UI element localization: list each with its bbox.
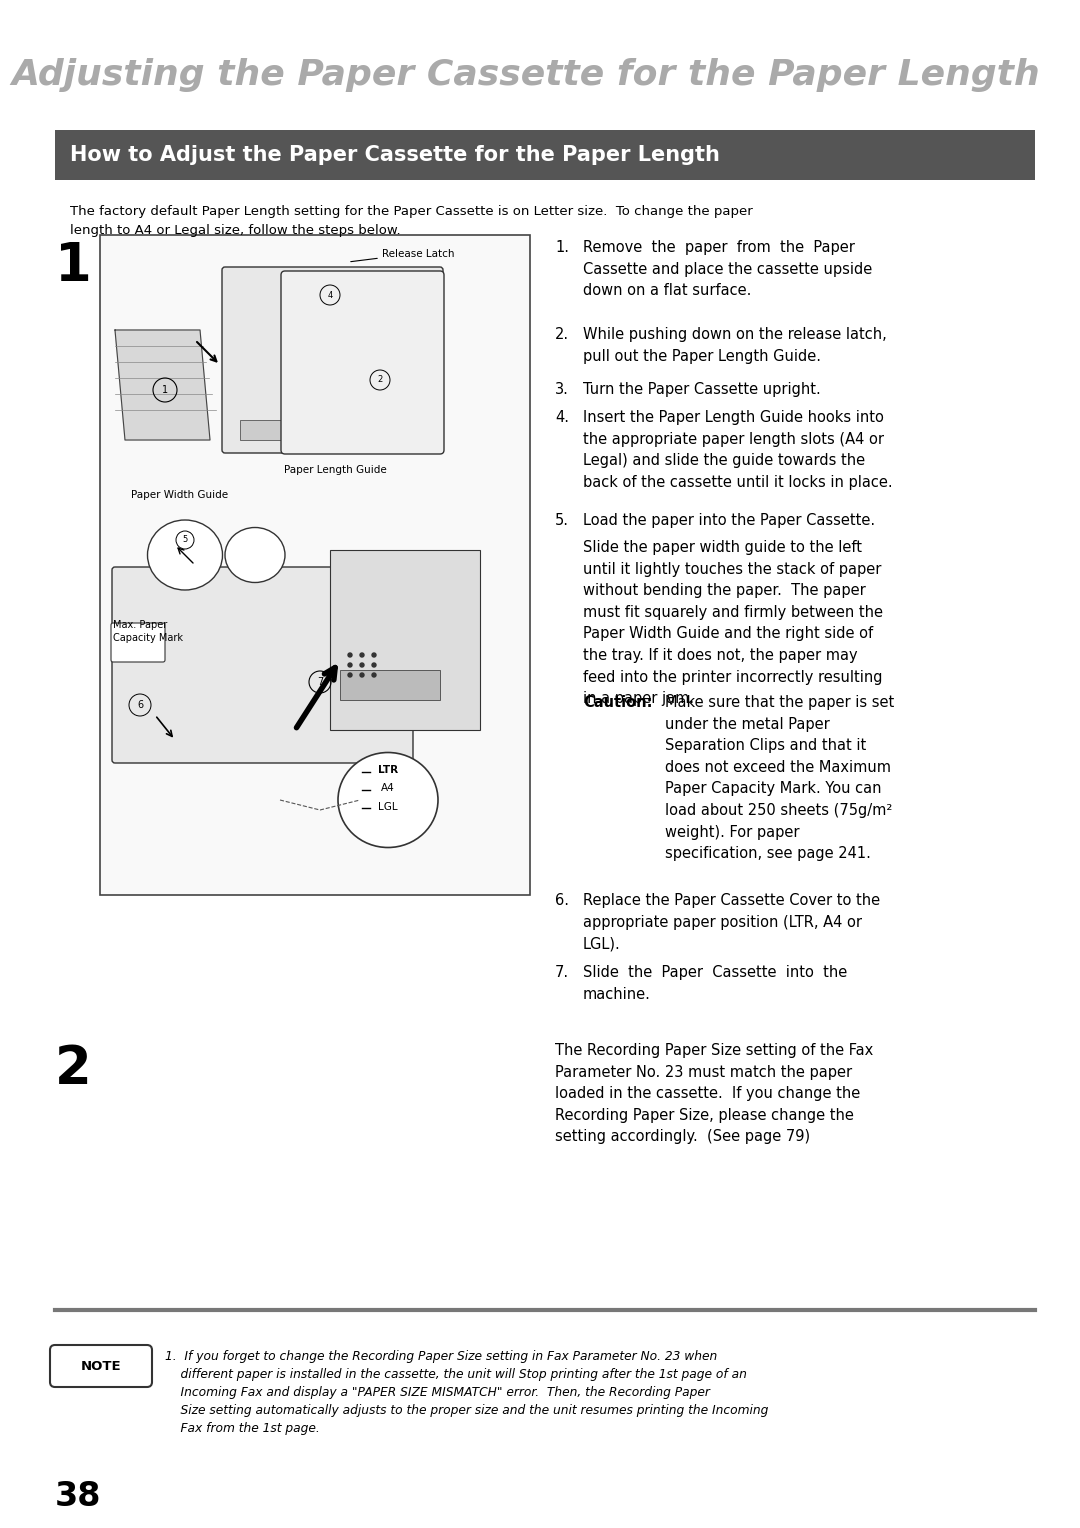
Circle shape [360, 663, 364, 668]
Text: 1: 1 [55, 240, 92, 292]
Text: 5.: 5. [555, 513, 569, 529]
Text: Adjusting the Paper Cassette for the Paper Length: Adjusting the Paper Cassette for the Pap… [11, 58, 1040, 92]
Circle shape [348, 672, 352, 677]
Text: 4: 4 [327, 290, 333, 299]
Text: A4: A4 [381, 782, 395, 793]
Circle shape [360, 652, 364, 657]
FancyBboxPatch shape [281, 270, 444, 454]
FancyBboxPatch shape [50, 1345, 152, 1387]
Circle shape [372, 663, 376, 668]
Text: How to Adjust the Paper Cassette for the Paper Length: How to Adjust the Paper Cassette for the… [70, 145, 720, 165]
Text: 2: 2 [377, 376, 382, 385]
Text: 1: 1 [162, 385, 168, 396]
Text: Release Latch: Release Latch [382, 249, 455, 260]
Text: 3.: 3. [555, 382, 569, 397]
Circle shape [372, 672, 376, 677]
Bar [100, 235, 530, 895]
Ellipse shape [225, 527, 285, 582]
FancyBboxPatch shape [111, 623, 165, 662]
Text: 5: 5 [183, 535, 188, 544]
Bar [330, 550, 480, 730]
Ellipse shape [148, 520, 222, 590]
Text: Paper Width Guide: Paper Width Guide [132, 490, 229, 500]
Text: 1.: 1. [555, 240, 569, 255]
Text: 2: 2 [55, 1044, 92, 1096]
Circle shape [348, 663, 352, 668]
Text: Remove  the  paper  from  the  Paper
Cassette and place the cassette upside
down: Remove the paper from the Paper Cassette… [583, 240, 873, 298]
Text: Max. Paper
Capacity Mark: Max. Paper Capacity Mark [113, 620, 183, 643]
Text: 6: 6 [137, 700, 143, 711]
Circle shape [372, 652, 376, 657]
Text: NOTE: NOTE [81, 1360, 121, 1372]
Text: The factory default Paper Length setting for the Paper Cassette is on Letter siz: The factory default Paper Length setting… [70, 205, 753, 237]
Bar [55, 130, 1035, 180]
Text: 38: 38 [55, 1481, 102, 1513]
Text: Slide  the  Paper  Cassette  into  the
machine.: Slide the Paper Cassette into the machin… [583, 966, 847, 1001]
FancyBboxPatch shape [112, 567, 413, 762]
Text: Insert the Paper Length Guide hooks into
the appropriate paper length slots (A4 : Insert the Paper Length Guide hooks into… [583, 410, 893, 490]
Text: 6.: 6. [555, 892, 569, 908]
Text: Caution:: Caution: [583, 695, 652, 711]
Text: 7.: 7. [555, 966, 569, 979]
FancyBboxPatch shape [222, 267, 443, 452]
Bar [240, 420, 426, 440]
Circle shape [348, 652, 352, 657]
Polygon shape [114, 330, 210, 440]
Bar [340, 669, 440, 700]
Text: While pushing down on the release latch,
pull out the Paper Length Guide.: While pushing down on the release latch,… [583, 327, 887, 364]
Text: LGL: LGL [378, 802, 397, 811]
Text: The Recording Paper Size setting of the Fax
Parameter No. 23 must match the pape: The Recording Paper Size setting of the … [555, 1044, 874, 1144]
Text: Paper Length Guide: Paper Length Guide [284, 465, 387, 475]
Text: 2.: 2. [555, 327, 569, 342]
Text: Load the paper into the Paper Cassette.: Load the paper into the Paper Cassette. [583, 513, 875, 529]
Text: LTR: LTR [378, 766, 399, 775]
Text: Slide the paper width guide to the left
until it lightly touches the stack of pa: Slide the paper width guide to the left … [583, 539, 883, 706]
Text: 4.: 4. [555, 410, 569, 425]
Text: 1.  If you forget to change the Recording Paper Size setting in Fax Parameter No: 1. If you forget to change the Recording… [165, 1351, 768, 1435]
Text: 7: 7 [316, 677, 323, 688]
Ellipse shape [338, 752, 438, 848]
Text: Replace the Paper Cassette Cover to the
appropriate paper position (LTR, A4 or
L: Replace the Paper Cassette Cover to the … [583, 892, 880, 952]
Circle shape [360, 672, 364, 677]
Text: Make sure that the paper is set
under the metal Paper
Separation Clips and that : Make sure that the paper is set under th… [665, 695, 894, 862]
Text: Turn the Paper Cassette upright.: Turn the Paper Cassette upright. [583, 382, 821, 397]
